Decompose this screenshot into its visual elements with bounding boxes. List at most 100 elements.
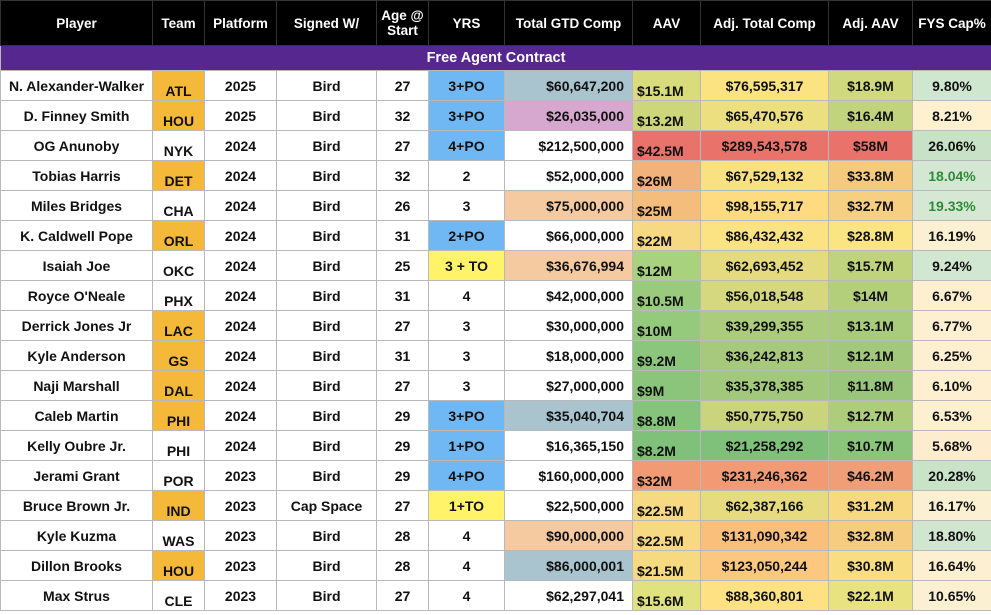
adj-aav-cell: $11.8M bbox=[828, 370, 913, 401]
signed-cell: Bird bbox=[276, 250, 377, 281]
table-row[interactable]: Jerami Grant POR 2023 Bird 29 4+PO $160,000,00… bbox=[0, 460, 991, 491]
col-header-aav[interactable]: AAV bbox=[632, 0, 701, 46]
fys-cell: 8.21% bbox=[912, 100, 991, 131]
team-cell: POR bbox=[152, 460, 205, 491]
age-cell: 29 bbox=[376, 460, 429, 491]
aav-cell: $9M bbox=[632, 370, 701, 401]
age-cell: 31 bbox=[376, 280, 429, 311]
table-row[interactable]: Kelly Oubre Jr. PHI 2024 Bird 29 1+PO $16,365,… bbox=[0, 430, 991, 461]
table-row[interactable]: Miles Bridges CHA 2024 Bird 26 3 $75,000,000 $2… bbox=[0, 190, 991, 221]
fys-cell: 6.67% bbox=[912, 280, 991, 311]
age-cell: 28 bbox=[376, 520, 429, 551]
fys-cell: 19.33% bbox=[912, 190, 991, 221]
section-banner-label: Free Agent Contract bbox=[0, 45, 991, 71]
gtd-cell: $22,500,000 bbox=[504, 490, 633, 521]
adj-aav-cell: $13.1M bbox=[828, 310, 913, 341]
col-header-yrs[interactable]: YRS bbox=[428, 0, 505, 46]
col-header-age-line2: Start bbox=[387, 23, 418, 38]
team-cell: NYK bbox=[152, 130, 205, 161]
table-row[interactable]: Max Strus CLE 2023 Bird 27 4 $62,297,041 $15.6M… bbox=[0, 580, 991, 611]
adj-aav-cell: $32.8M bbox=[828, 520, 913, 551]
signed-cell: Bird bbox=[276, 190, 377, 221]
table-row[interactable]: Isaiah Joe OKC 2024 Bird 25 3 + TO $36,676,994… bbox=[0, 250, 991, 281]
player-cell: Kyle Kuzma bbox=[0, 520, 153, 551]
adj-total-cell: $131,090,342 bbox=[700, 520, 829, 551]
platform-cell: 2024 bbox=[204, 130, 277, 161]
table-row[interactable]: Derrick Jones Jr LAC 2024 Bird 27 3 $30,000,00… bbox=[0, 310, 991, 341]
yrs-cell: 4+PO bbox=[428, 460, 505, 491]
adj-total-cell: $56,018,548 bbox=[700, 280, 829, 311]
team-cell: WAS bbox=[152, 520, 205, 551]
table-row[interactable]: Naji Marshall DAL 2024 Bird 27 3 $27,000,000 $9… bbox=[0, 370, 991, 401]
col-header-team[interactable]: Team bbox=[152, 0, 205, 46]
table-row[interactable]: OG Anunoby NYK 2024 Bird 27 4+PO $212,500,000 $… bbox=[0, 130, 991, 161]
table-row[interactable]: Kyle Kuzma WAS 2023 Bird 28 4 $90,000,000 $22.5… bbox=[0, 520, 991, 551]
aav-cell: $32M bbox=[632, 460, 701, 491]
col-header-adj-aav[interactable]: Adj. AAV bbox=[828, 0, 913, 46]
col-header-fys[interactable]: FYS Cap% bbox=[912, 0, 991, 46]
aav-cell: $8.8M bbox=[632, 400, 701, 431]
platform-cell: 2023 bbox=[204, 460, 277, 491]
signed-cell: Bird bbox=[276, 100, 377, 131]
age-cell: 28 bbox=[376, 550, 429, 581]
signed-cell: Bird bbox=[276, 280, 377, 311]
player-cell: Max Strus bbox=[0, 580, 153, 611]
table-row[interactable]: Dillon Brooks HOU 2023 Bird 28 4 $86,000,001 $2… bbox=[0, 550, 991, 581]
age-cell: 26 bbox=[376, 190, 429, 221]
adj-total-cell: $86,432,432 bbox=[700, 220, 829, 251]
gtd-cell: $18,000,000 bbox=[504, 340, 633, 371]
gtd-cell: $212,500,000 bbox=[504, 130, 633, 161]
adj-aav-cell: $22.1M bbox=[828, 580, 913, 611]
adj-total-cell: $76,595,317 bbox=[700, 70, 829, 101]
team-cell: CHA bbox=[152, 190, 205, 221]
adj-total-cell: $98,155,717 bbox=[700, 190, 829, 221]
adj-aav-cell: $28.8M bbox=[828, 220, 913, 251]
col-header-age[interactable]: Age @ Start bbox=[376, 0, 429, 46]
adj-total-cell: $67,529,132 bbox=[700, 160, 829, 191]
signed-cell: Bird bbox=[276, 220, 377, 251]
yrs-cell: 4+PO bbox=[428, 130, 505, 161]
col-header-adj-total[interactable]: Adj. Total Comp bbox=[700, 0, 829, 46]
signed-cell: Bird bbox=[276, 370, 377, 401]
table-row[interactable]: Caleb Martin PHI 2024 Bird 29 3+PO $35,040,704… bbox=[0, 400, 991, 431]
adj-aav-cell: $14M bbox=[828, 280, 913, 311]
yrs-cell: 3+PO bbox=[428, 100, 505, 131]
table-row[interactable]: Royce O'Neale PHX 2024 Bird 31 4 $42,000,000 $1… bbox=[0, 280, 991, 311]
gtd-cell: $36,676,994 bbox=[504, 250, 633, 281]
team-cell: IND bbox=[152, 490, 205, 521]
adj-total-cell: $289,543,578 bbox=[700, 130, 829, 161]
adj-total-cell: $36,242,813 bbox=[700, 340, 829, 371]
adj-total-cell: $62,387,166 bbox=[700, 490, 829, 521]
table-row[interactable]: N. Alexander-Walker ATL 2025 Bird 27 3+PO $60,… bbox=[0, 70, 991, 101]
adj-aav-cell: $33.8M bbox=[828, 160, 913, 191]
gtd-cell: $42,000,000 bbox=[504, 280, 633, 311]
platform-cell: 2024 bbox=[204, 340, 277, 371]
signed-cell: Bird bbox=[276, 310, 377, 341]
col-header-signed[interactable]: Signed W/ bbox=[276, 0, 377, 46]
table-row[interactable]: Kyle Anderson GS 2024 Bird 31 3 $18,000,000 $9.… bbox=[0, 340, 991, 371]
adj-aav-cell: $10.7M bbox=[828, 430, 913, 461]
adj-aav-cell: $58M bbox=[828, 130, 913, 161]
player-cell: OG Anunoby bbox=[0, 130, 153, 161]
aav-cell: $22.5M bbox=[632, 520, 701, 551]
table-row[interactable]: K. Caldwell Pope ORL 2024 Bird 31 2+PO $66,000… bbox=[0, 220, 991, 251]
player-cell: Kyle Anderson bbox=[0, 340, 153, 371]
table-row[interactable]: Tobias Harris DET 2024 Bird 32 2 $52,000,000 $2… bbox=[0, 160, 991, 191]
gtd-cell: $26,035,000 bbox=[504, 100, 633, 131]
col-header-platform[interactable]: Platform bbox=[204, 0, 277, 46]
aav-cell: $22M bbox=[632, 220, 701, 251]
adj-aav-cell: $31.2M bbox=[828, 490, 913, 521]
fys-cell: 18.04% bbox=[912, 160, 991, 191]
col-header-player[interactable]: Player bbox=[0, 0, 153, 46]
yrs-cell: 4 bbox=[428, 280, 505, 311]
fys-cell: 6.25% bbox=[912, 340, 991, 371]
yrs-cell: 4 bbox=[428, 550, 505, 581]
table-row[interactable]: Bruce Brown Jr. IND 2023 Cap Space 27 1+TO $22… bbox=[0, 490, 991, 521]
platform-cell: 2024 bbox=[204, 160, 277, 191]
player-cell: Caleb Martin bbox=[0, 400, 153, 431]
col-header-gtd[interactable]: Total GTD Comp bbox=[504, 0, 633, 46]
player-cell: Jerami Grant bbox=[0, 460, 153, 491]
table-row[interactable]: D. Finney Smith HOU 2025 Bird 32 3+PO $26,035,… bbox=[0, 100, 991, 131]
fys-cell: 6.10% bbox=[912, 370, 991, 401]
fys-cell: 6.77% bbox=[912, 310, 991, 341]
